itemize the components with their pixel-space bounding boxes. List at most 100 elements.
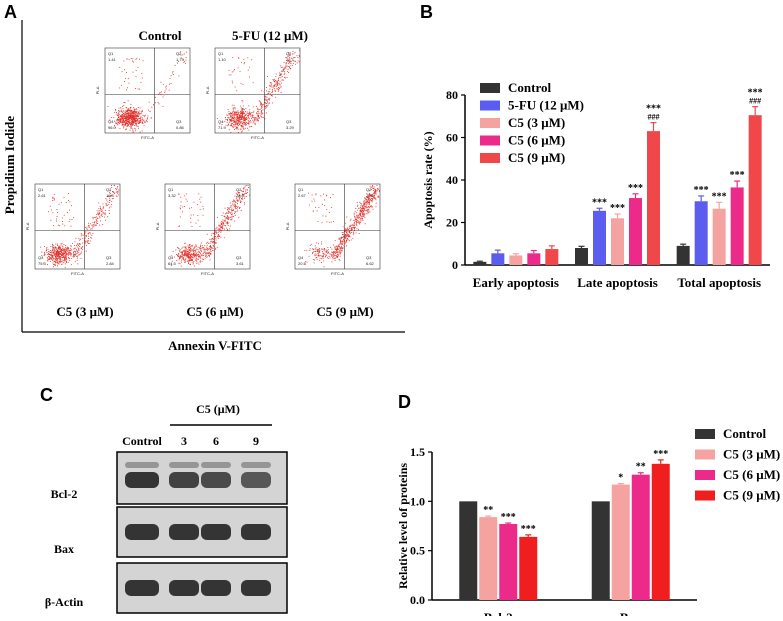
bar xyxy=(611,484,630,600)
significance-mark: * xyxy=(618,473,623,484)
quadrant-label: Q2 xyxy=(286,51,292,56)
wb-band-upper xyxy=(169,462,199,468)
significance-mark: *** xyxy=(521,524,536,535)
bar xyxy=(712,208,726,265)
legend-label: Control xyxy=(723,426,766,441)
flow-axis-x: FITC-A xyxy=(331,271,344,276)
quadrant-value: 19.3 xyxy=(106,193,115,198)
wb-protein-bax: Bax xyxy=(54,542,74,556)
flow-plot-title: C5 (6 μM) xyxy=(186,304,243,319)
bar xyxy=(491,253,505,265)
bar xyxy=(593,210,606,265)
significance-mark: *** xyxy=(694,185,709,196)
quadrant-value: 20.5 xyxy=(298,261,307,266)
wb-band-upper xyxy=(125,462,159,468)
quadrant-value: 75.3 xyxy=(38,261,47,266)
significance-mark: ** xyxy=(483,505,493,516)
y-tick-label: 20 xyxy=(446,216,458,230)
flow-cytometry-panel: Propidium Iodide Annexin V-FITC Q11.41Q2… xyxy=(2,20,405,353)
y-tick-label: 0.0 xyxy=(410,593,425,607)
wb-band xyxy=(169,472,199,488)
panel-letter-c: C xyxy=(40,385,53,405)
panel-letter-d: D xyxy=(398,392,411,412)
legend-label: C5 (3 μM) xyxy=(723,447,780,462)
flow-axis-x: FITC-A xyxy=(71,271,84,276)
legend-swatch xyxy=(480,83,500,93)
quadrant-value: 0.86 xyxy=(176,125,185,130)
quadrant-label: Q4 xyxy=(108,119,114,124)
quadrant-label: Q4 xyxy=(218,119,224,124)
bar xyxy=(473,261,487,265)
quadrant-value: 23.7 xyxy=(286,57,295,62)
bar xyxy=(575,248,588,265)
wb-band xyxy=(201,580,231,596)
x-category-label: Early apoptosis xyxy=(473,275,559,290)
y-tick-label: 1.5 xyxy=(410,445,425,459)
bar xyxy=(519,536,538,600)
panel-letter-a: A xyxy=(4,2,17,22)
quadrant-value: 2.84 xyxy=(106,261,115,266)
bar xyxy=(499,524,518,600)
wb-protein-actin: β-Actin xyxy=(45,595,84,609)
legend-swatch xyxy=(480,153,500,163)
wb-blot xyxy=(116,451,288,505)
bar xyxy=(676,245,690,265)
bar xyxy=(591,501,610,600)
quadrant-label: Q1 xyxy=(218,51,224,56)
quadrant-label: Q2 xyxy=(106,187,112,192)
quadrant-label: Q3 xyxy=(286,119,292,124)
x-category-label: Late apoptosis xyxy=(577,275,658,290)
flow-axis-y: PI-A xyxy=(95,86,100,94)
legend-swatch xyxy=(695,449,715,460)
quadrant-value: 28.6 xyxy=(236,193,245,198)
quadrant-label: Q3 xyxy=(236,255,242,260)
wb-band-upper xyxy=(241,462,271,468)
wb-band xyxy=(241,472,271,488)
flow-plot-title: Control xyxy=(138,28,181,43)
significance-mark: *** xyxy=(712,191,727,202)
wb-band xyxy=(241,524,271,540)
bar xyxy=(509,255,523,265)
significance-mark: ### xyxy=(648,113,660,122)
significance-mark: *** xyxy=(610,203,625,214)
quadrant-label: Q2 xyxy=(366,187,372,192)
significance-mark: ** xyxy=(636,462,646,473)
flow-axis-y: PI-A xyxy=(155,222,160,230)
quadrant-value: 71.9 xyxy=(218,125,227,130)
y-tick-label: 1.0 xyxy=(410,494,425,508)
wb-blot xyxy=(116,562,288,614)
y-tick-label: 60 xyxy=(446,131,458,145)
wb-band xyxy=(125,580,159,596)
x-category-label: Bcl-2 xyxy=(484,610,513,616)
quadrant-label: Q3 xyxy=(106,255,112,260)
flow-axis-x: FITC-A xyxy=(201,271,214,276)
flow-axis-y: PI-A xyxy=(25,222,30,230)
legend-swatch xyxy=(695,429,715,439)
legend-swatch xyxy=(695,470,715,480)
legend-swatch xyxy=(480,118,500,128)
wb-band xyxy=(125,524,159,540)
wb-lane-control: Control xyxy=(122,434,162,448)
flow-dots xyxy=(170,185,250,267)
quadrant-label: Q4 xyxy=(38,255,44,260)
flow-axis-y: PI-A xyxy=(205,86,210,94)
flow-plot-title: C5 (3 μM) xyxy=(56,304,113,319)
quadrant-value: 3.32 xyxy=(168,193,177,198)
wb-band xyxy=(201,524,231,540)
legend-swatch xyxy=(480,135,500,146)
significance-mark: *** xyxy=(730,170,745,181)
quadrant-value: 3.29 xyxy=(286,125,295,130)
wb-blot xyxy=(116,506,288,558)
significance-mark: *** xyxy=(501,512,516,523)
flow-axis-x: FITC-A xyxy=(251,135,264,140)
bar xyxy=(631,474,650,600)
significance-mark: *** xyxy=(653,449,668,460)
significance-mark: *** xyxy=(646,104,661,115)
wb-band xyxy=(241,580,271,596)
bar xyxy=(479,517,498,600)
bar xyxy=(694,201,708,265)
